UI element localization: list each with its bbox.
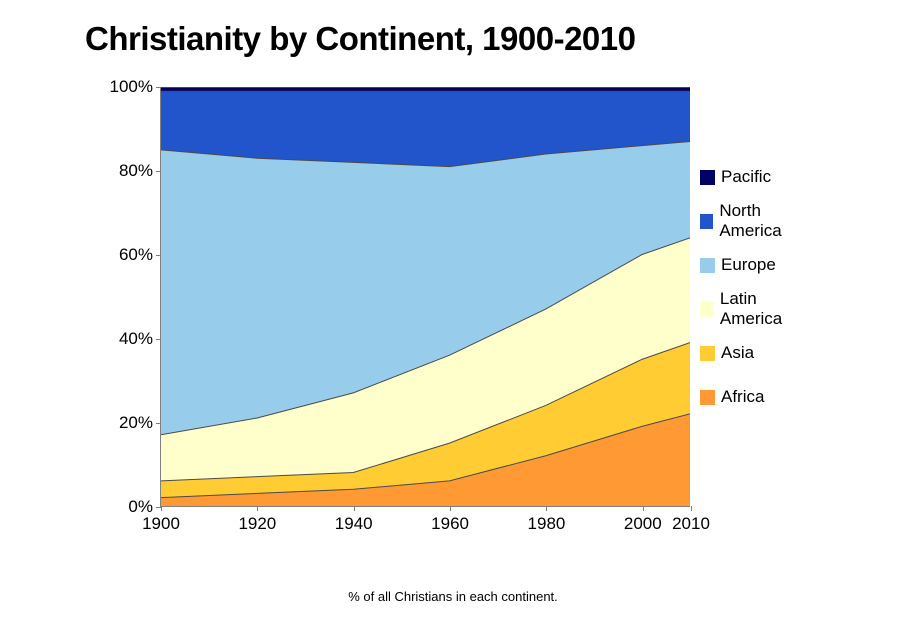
x-tick — [691, 506, 692, 511]
x-axis-label: 1920 — [238, 514, 276, 534]
x-tick — [354, 506, 355, 511]
legend-label: Africa — [721, 387, 764, 407]
legend: Pacific North America Europe Latin America A… — [700, 155, 815, 419]
stacked-area-svg — [161, 87, 690, 506]
y-tick — [156, 171, 161, 172]
legend-label: Asia — [721, 343, 754, 363]
legend-swatch — [700, 258, 715, 273]
legend-swatch — [700, 390, 715, 405]
x-axis-label: 2010 — [672, 514, 710, 534]
x-axis-label: 1940 — [335, 514, 373, 534]
y-axis-label: 80% — [119, 161, 153, 181]
y-tick — [156, 87, 161, 88]
y-tick — [156, 255, 161, 256]
legend-item-pacific: Pacific — [700, 155, 815, 199]
chart-container: 0%20%40%60%80%100%1900192019401960198020… — [95, 87, 815, 557]
legend-label: Latin America — [720, 289, 815, 329]
legend-item-africa: Africa — [700, 375, 815, 419]
x-tick — [161, 506, 162, 511]
x-tick — [257, 506, 258, 511]
x-axis-label: 1960 — [431, 514, 469, 534]
legend-item-north-america: North America — [700, 199, 815, 243]
chart-caption: % of all Christians in each continent. — [0, 589, 906, 604]
x-axis-label: 2000 — [624, 514, 662, 534]
legend-swatch — [700, 170, 715, 185]
legend-label: Pacific — [721, 167, 771, 187]
legend-item-asia: Asia — [700, 331, 815, 375]
legend-swatch — [700, 214, 713, 229]
y-tick — [156, 339, 161, 340]
y-axis-label: 60% — [119, 245, 153, 265]
x-tick — [546, 506, 547, 511]
y-tick — [156, 423, 161, 424]
y-axis-label: 40% — [119, 329, 153, 349]
x-tick — [643, 506, 644, 511]
legend-swatch — [700, 346, 715, 361]
x-axis-label: 1900 — [142, 514, 180, 534]
area-pacific — [161, 87, 690, 91]
x-tick — [450, 506, 451, 511]
y-axis-label: 100% — [110, 77, 153, 97]
legend-item-latin-america: Latin America — [700, 287, 815, 331]
plot-area: 0%20%40%60%80%100%1900192019401960198020… — [160, 87, 690, 507]
legend-swatch — [700, 302, 714, 317]
legend-label: North America — [719, 201, 815, 241]
legend-label: Europe — [721, 255, 776, 275]
y-axis-label: 20% — [119, 413, 153, 433]
legend-item-europe: Europe — [700, 243, 815, 287]
chart-title: Christianity by Continent, 1900-2010 — [85, 20, 636, 58]
x-axis-label: 1980 — [528, 514, 566, 534]
